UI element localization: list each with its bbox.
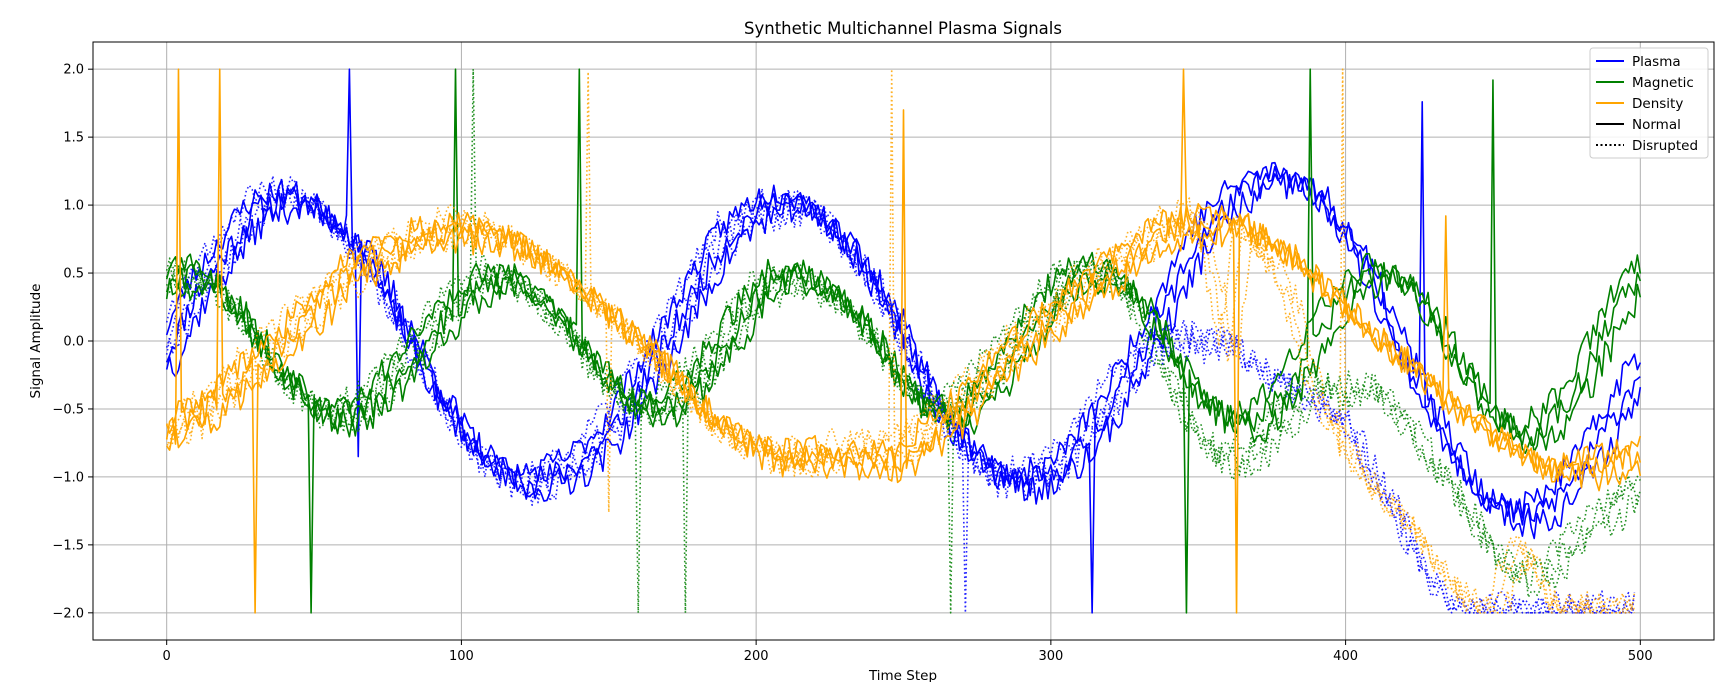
y-tick-label: 0.0	[63, 335, 84, 350]
series-line-magnetic-normal	[165, 68, 1642, 614]
y-axis-label: Signal Amplitude	[28, 284, 44, 399]
y-tick-label: 2.0	[63, 63, 84, 78]
series-line-plasma-disrupted	[165, 175, 1636, 614]
x-tick-label: 100	[449, 649, 474, 664]
legend-label: Magnetic	[1632, 75, 1694, 91]
x-axis-label: Time Step	[868, 668, 937, 682]
legend-label: Density	[1632, 96, 1683, 112]
series-line-plasma-disrupted	[165, 188, 1635, 614]
x-tick-label: 400	[1333, 649, 1358, 664]
x-tick-label: 200	[744, 649, 769, 664]
y-tick-label: −0.5	[52, 402, 84, 417]
axis-ticks: 0 100 200 300 400 500 −2.0 −1.5 −1.0 −0.5 0.0 0.5 1.…	[52, 63, 1652, 664]
legend-label: Disrupted	[1632, 138, 1698, 154]
series-line-plasma-normal	[165, 173, 1642, 540]
series-line-density-disrupted	[165, 68, 1636, 614]
y-tick-label: 0.5	[63, 267, 84, 282]
series-line-magnetic-normal	[165, 263, 1642, 455]
series-line-magnetic-disrupted	[165, 259, 1641, 599]
y-tick-label: 1.5	[63, 131, 84, 146]
y-tick-label: 1.0	[63, 199, 84, 214]
y-tick-label: −2.0	[52, 606, 84, 621]
y-tick-label: −1.5	[52, 538, 84, 553]
series-line-density-disrupted	[165, 197, 1636, 614]
y-tick-label: −1.0	[52, 470, 84, 485]
series-layer	[165, 68, 1642, 614]
legend-label: Plasma	[1632, 54, 1681, 70]
series-line-plasma-disrupted	[165, 177, 1636, 614]
series-line-density-normal	[165, 68, 1642, 614]
chart-title: Synthetic Multichannel Plasma Signals	[744, 19, 1062, 38]
series-line-density-normal	[165, 203, 1642, 477]
x-tick-label: 500	[1628, 649, 1653, 664]
series-line-magnetic-normal	[165, 251, 1642, 439]
x-tick-label: 0	[163, 649, 171, 664]
x-tick-label: 300	[1038, 649, 1063, 664]
legend-box	[1589, 47, 1709, 159]
legend-label: Normal	[1632, 117, 1681, 133]
legend: Plasma Magnetic Density Normal Disrupted	[1589, 47, 1709, 159]
series-line-magnetic-disrupted	[165, 253, 1641, 585]
series-line-magnetic-disrupted	[165, 68, 1642, 614]
